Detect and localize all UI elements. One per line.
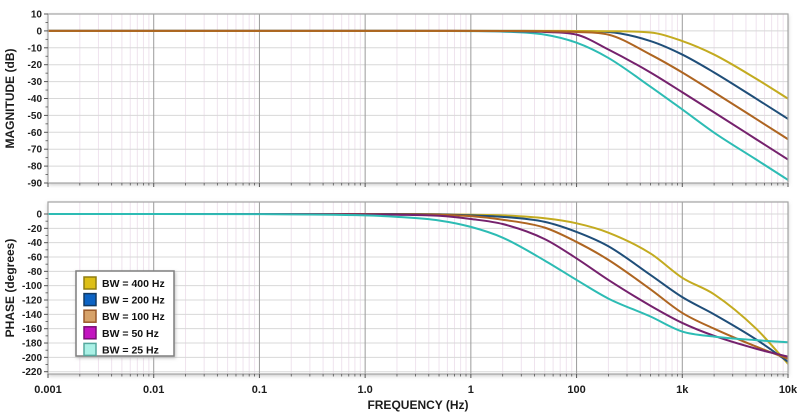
phase-y-tick-label: -60 <box>28 253 43 264</box>
legend-swatch-400hz <box>83 276 97 290</box>
phase-curves <box>48 212 788 365</box>
magnitude-y-tick-label: -20 <box>28 60 43 71</box>
phase-y-tick-label: -40 <box>28 238 43 249</box>
magnitude-y-tick-label: -30 <box>28 77 43 88</box>
magnitude-y-tick-label: 0 <box>36 26 42 37</box>
x-tick-label: 1 <box>468 384 474 396</box>
magnitude-curves <box>48 29 788 181</box>
phase-y-tick-label: -120 <box>22 296 42 307</box>
x-tick-label: 10k <box>779 384 798 396</box>
phase-x-ticks <box>47 374 789 378</box>
x-tick-label: 1k <box>676 384 689 396</box>
magnitude-y-axis: 10 0 -10 -20 -30 -40 -50 -60 -70 -80 -90 <box>28 10 48 190</box>
legend-label-200hz: BW = 200 Hz <box>102 295 165 307</box>
legend-swatch-25hz <box>83 342 97 357</box>
magnitude-y-tick-label: -70 <box>28 145 43 156</box>
series-line-100hz-magnitude <box>48 29 788 141</box>
magnitude-x-ticks <box>47 183 789 187</box>
phase-panel-border <box>47 201 789 375</box>
x-tick-label: 100 <box>567 384 585 396</box>
magnitude-y-tick-label: -90 <box>28 179 43 190</box>
x-tick-label: 0.001 <box>34 384 62 396</box>
series-line-25hz-phase <box>48 212 788 344</box>
legend-label-50hz: BW = 50 Hz <box>102 328 159 340</box>
legend: BW = 400 Hz BW = 200 Hz BW = 100 Hz BW = 50… <box>75 270 175 357</box>
x-axis-labels: 0.001 0.01 0.1 1.0 1 100 1k 10k <box>34 384 798 396</box>
magnitude-panel: 10 0 -10 -20 -30 -40 -50 -60 -70 -80 -90 <box>28 10 789 190</box>
magnitude-grid <box>48 14 788 183</box>
phase-axis-title: PHASE (degrees) <box>3 239 17 338</box>
legend-swatch-200hz <box>83 292 97 307</box>
phase-y-tick-label: -80 <box>28 267 43 278</box>
phase-y-tick-label: -220 <box>22 367 42 378</box>
magnitude-y-tick-label: -50 <box>28 111 43 122</box>
legend-label-100hz: BW = 100 Hz <box>102 311 165 323</box>
x-tick-label: 0.1 <box>252 384 267 396</box>
x-axis-title: FREQUENCY (Hz) <box>367 398 468 412</box>
magnitude-y-tick-label: -10 <box>28 43 43 54</box>
magnitude-y-tick-label: 10 <box>31 10 43 21</box>
x-tick-label: 0.01 <box>143 384 164 396</box>
phase-y-tick-label: -140 <box>22 310 42 321</box>
legend-swatch-50hz <box>83 326 97 340</box>
magnitude-y-tick-label: -80 <box>28 162 43 173</box>
phase-y-tick-label: -100 <box>22 281 42 292</box>
phase-y-tick-label: -180 <box>22 339 42 350</box>
phase-y-axis: 0 -20 -40 -60 -80 -100 -120 -140 -160 -180 -200 -22… <box>22 209 48 378</box>
phase-y-tick-label: -160 <box>22 324 42 335</box>
magnitude-axis-title: MAGNITUDE (dB) <box>3 49 17 149</box>
legend-label-400hz: BW = 400 Hz <box>102 278 165 290</box>
magnitude-y-tick-label: -60 <box>28 128 43 139</box>
panels-root: 100-10-20-30-40-50-60-70-80-900-20-40-60… <box>22 10 798 397</box>
phase-y-tick-label: -20 <box>28 224 43 235</box>
phase-y-tick-label: -200 <box>22 353 42 364</box>
legend-label-25hz: BW = 25 Hz <box>102 344 159 356</box>
phase-y-tick-label: 0 <box>36 209 42 220</box>
x-tick-label: 1.0 <box>357 384 372 396</box>
magnitude-y-tick-label: -40 <box>28 94 43 105</box>
legend-swatch-100hz <box>83 309 97 323</box>
